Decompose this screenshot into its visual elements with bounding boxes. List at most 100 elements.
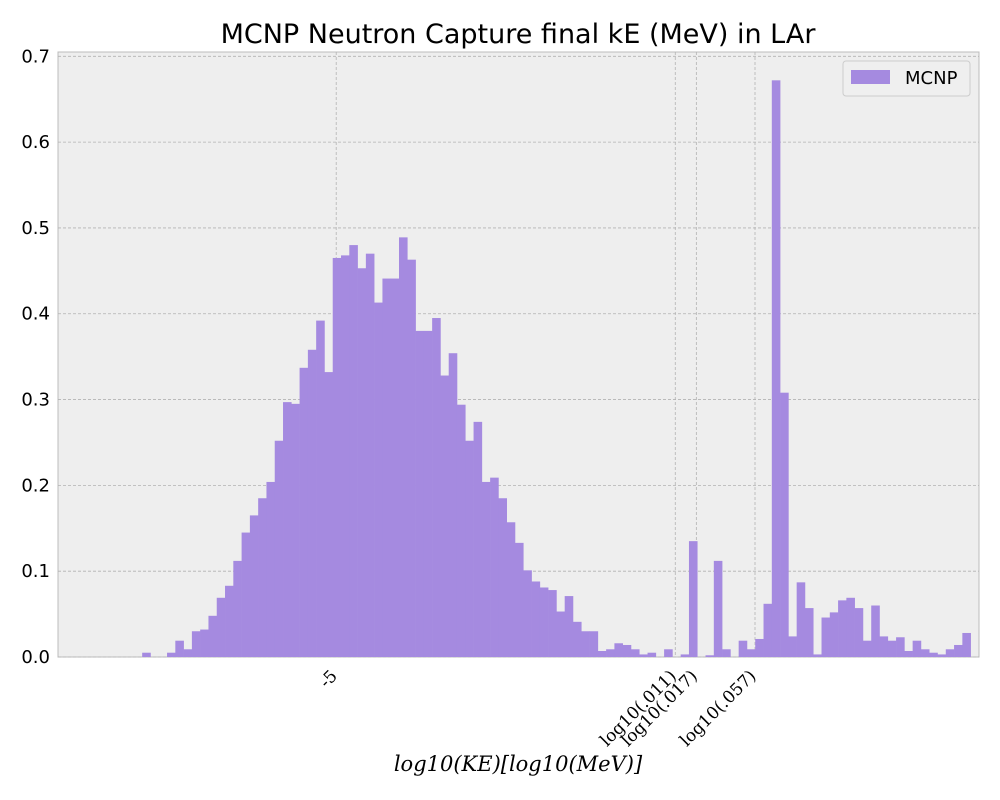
histogram-bar <box>506 522 516 657</box>
y-tick-label: 0.5 <box>21 218 50 239</box>
chart-title: MCNP Neutron Capture final kE (MeV) in L… <box>221 19 817 50</box>
y-tick-label: 0.2 <box>21 475 50 496</box>
histogram-bar <box>200 629 209 657</box>
histogram-bar <box>813 654 822 657</box>
histogram-bar <box>324 372 334 657</box>
histogram-bar <box>556 611 565 657</box>
histogram-bar <box>912 640 922 657</box>
histogram-bar <box>614 643 623 657</box>
histogram-bar <box>920 649 930 657</box>
histogram-bar <box>498 498 508 657</box>
histogram-bar <box>142 652 151 657</box>
histogram-bar <box>514 542 524 657</box>
y-tick-label: 0.4 <box>21 304 50 325</box>
histogram-bar <box>481 481 491 657</box>
histogram-bar <box>929 652 938 657</box>
histogram-bar <box>274 440 284 657</box>
y-tick-label: 0.3 <box>21 390 50 411</box>
histogram-bar <box>407 259 416 657</box>
histogram-bar <box>307 349 317 657</box>
histogram-bar <box>780 392 789 657</box>
y-tick-label: 0.1 <box>21 561 50 582</box>
histogram-bar <box>862 640 872 657</box>
histogram-bar <box>249 515 259 657</box>
histogram-bar <box>316 320 325 657</box>
histogram-bar <box>738 640 748 657</box>
histogram-bar <box>838 600 847 657</box>
histogram-bar <box>523 570 532 657</box>
legend-swatch <box>851 70 890 84</box>
legend-box <box>842 60 971 97</box>
histogram-bar <box>349 245 358 657</box>
histogram-bar <box>183 649 193 657</box>
histogram-bar <box>531 581 541 657</box>
y-tick-label: 0.0 <box>21 647 50 668</box>
histogram-bar <box>374 302 383 657</box>
histogram-bar <box>341 255 350 657</box>
histogram-bar <box>647 652 657 657</box>
histogram-bar <box>763 603 773 657</box>
legend: MCNP <box>842 60 971 97</box>
histogram-bar <box>937 654 947 657</box>
histogram-bar <box>423 330 433 657</box>
histogram-bar <box>456 404 466 657</box>
histogram-bar <box>606 649 615 657</box>
histogram-bar <box>208 615 218 657</box>
histogram-bar <box>622 644 632 657</box>
histogram-bar <box>904 650 913 657</box>
histogram-bar <box>167 652 176 657</box>
histogram-bar <box>846 597 855 657</box>
histogram-bar <box>539 587 549 657</box>
histogram-bar <box>896 637 905 657</box>
histogram-bar <box>597 650 607 657</box>
histogram-bar <box>365 253 375 657</box>
histogram-bar <box>630 649 640 657</box>
histogram-bar <box>572 621 582 657</box>
histogram-bar <box>175 640 184 657</box>
histogram-bar <box>871 605 880 657</box>
histogram-bar <box>664 649 673 657</box>
histogram-bar <box>688 541 698 657</box>
histogram-bar <box>548 590 557 657</box>
histogram-bar <box>465 440 474 657</box>
x-axis-ticks: -5 log10(.011)log10(.017)log10(.057) <box>316 666 761 750</box>
histogram-bars <box>142 80 971 658</box>
histogram-bar <box>564 596 574 657</box>
histogram-bar <box>879 636 889 657</box>
x-axis-label: log10(KE)[log10(MeV)] <box>394 752 643 776</box>
legend-label: MCNP <box>905 68 958 89</box>
histogram-bar <box>796 582 806 657</box>
histogram-bar <box>332 257 342 657</box>
histogram-bar <box>639 654 648 657</box>
histogram-bar <box>225 585 234 657</box>
histogram-bar <box>399 237 408 658</box>
histogram-bar <box>266 481 276 657</box>
histogram-bar <box>382 278 392 657</box>
histogram-bar <box>771 80 781 657</box>
histogram-bar <box>233 560 242 657</box>
histogram-bar <box>440 375 450 657</box>
histogram-bar <box>680 654 690 657</box>
histogram-bar <box>415 330 425 657</box>
histogram-bar <box>755 638 764 657</box>
histogram-bar <box>299 367 309 657</box>
histogram-bar <box>581 631 590 657</box>
x-tick-label: -5 <box>316 666 342 692</box>
histogram-bar <box>589 631 599 657</box>
histogram-bar <box>291 403 300 657</box>
histogram-bar <box>432 318 441 657</box>
histogram-bar <box>191 631 201 657</box>
histogram-bar <box>945 649 955 657</box>
histogram-bar <box>448 353 458 657</box>
histogram-bar <box>962 632 971 657</box>
histogram-bar <box>473 421 483 657</box>
histogram-bar <box>258 498 267 657</box>
histogram-bar <box>357 268 367 657</box>
histogram-bar <box>216 597 226 657</box>
histogram-bar <box>821 617 831 657</box>
histogram-bar <box>829 612 839 657</box>
histogram-bar <box>722 649 731 657</box>
histogram-bar <box>804 608 814 657</box>
y-tick-label: 0.6 <box>21 132 50 153</box>
